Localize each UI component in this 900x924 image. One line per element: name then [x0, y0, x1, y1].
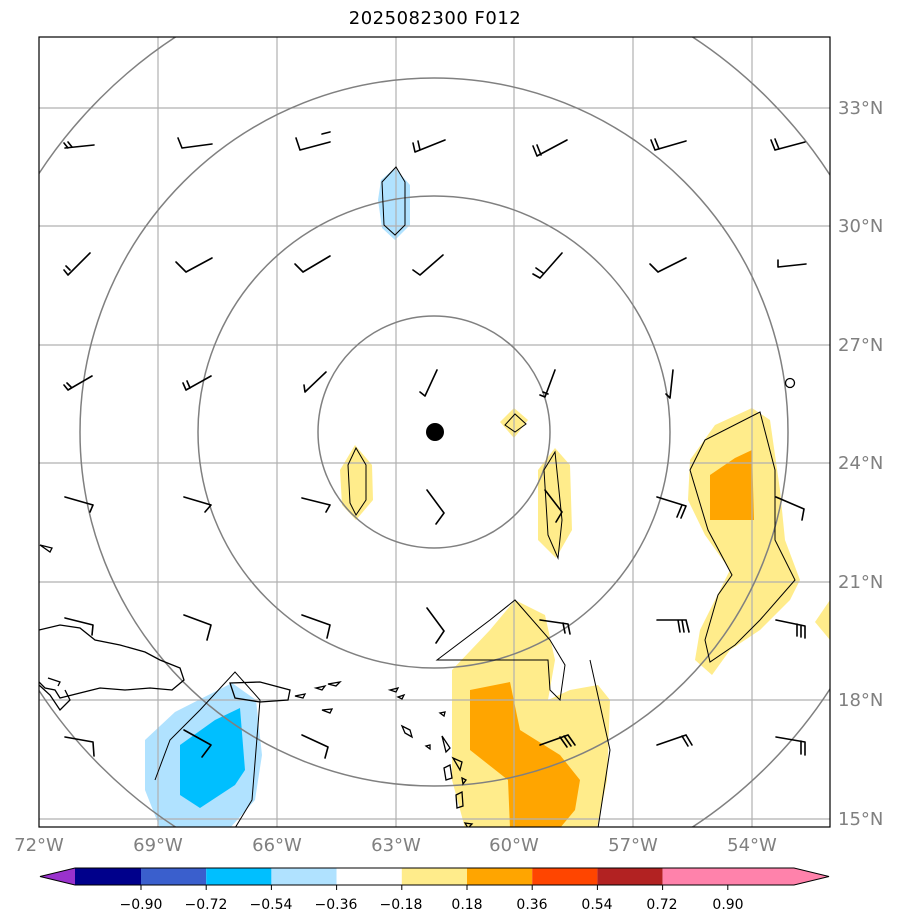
colorbar-outline [39, 867, 830, 886]
colorbar-segment [401, 868, 467, 885]
wind-barb [775, 736, 806, 756]
wind-barb [539, 619, 571, 635]
wind-barb [656, 734, 693, 747]
wind-barb [183, 496, 212, 513]
wind-barb [183, 614, 212, 641]
lat-label: 27°N [838, 335, 883, 356]
wind-barb [301, 734, 329, 759]
lon-label: 60°W [489, 835, 539, 856]
lat-label: 18°N [838, 690, 883, 711]
wind-barb [63, 375, 93, 391]
wind-barb [64, 736, 95, 757]
colorbar-extend-low [40, 868, 75, 885]
wind-barb [63, 252, 91, 276]
wind-barb [656, 619, 690, 633]
wind-barb [183, 729, 212, 758]
wind-barb [426, 489, 445, 525]
wind-barb [301, 497, 331, 513]
range-rings [39, 37, 830, 827]
coastlines [39, 544, 474, 827]
wind-barb [295, 131, 331, 151]
contour-fill-positive-right-inner [710, 450, 754, 520]
colorbar-tick-label: −0.36 [315, 897, 358, 913]
latitude-labels: 33°N 30°N 27°N 24°N 21°N 18°N 15°N [838, 98, 883, 830]
contour-fill-positive-small-b [340, 445, 373, 520]
colorbar-extend-high [794, 868, 829, 885]
colorbar-segment [662, 868, 794, 885]
colorbar-segment [271, 868, 337, 885]
colorbar [39, 867, 830, 890]
wind-barb [294, 255, 331, 273]
wind-barb [775, 619, 806, 639]
colorbar-segment [141, 868, 207, 885]
lat-label: 30°N [838, 216, 883, 237]
colorbar-segment [532, 868, 598, 885]
colorbar-segment [597, 868, 663, 885]
colorbar-segment [75, 868, 141, 885]
plot-frame [38, 36, 831, 828]
anomaly-fills [145, 168, 830, 827]
wind-barb [412, 139, 446, 153]
lon-label: 54°W [727, 835, 777, 856]
wind-barb [532, 139, 568, 157]
contour-fill-positive-right-tip [815, 600, 830, 640]
colorbar-segment [336, 868, 402, 885]
wind-barb [539, 369, 556, 398]
wind-barb [301, 614, 331, 639]
wind-barb [426, 607, 445, 644]
wind-barb [649, 257, 687, 273]
colorbar-segment [467, 868, 533, 885]
colorbar-tick-label: 0.36 [516, 897, 547, 913]
colorbar-ticks: −0.90 −0.72 −0.54 −0.36 −0.18 0.18 0.36 … [120, 897, 744, 913]
lat-label: 15°N [838, 809, 883, 830]
wind-barb [63, 141, 95, 149]
colorbar-segment [206, 868, 272, 885]
colorbar-tick-label: −0.18 [380, 897, 423, 913]
wind-barb [775, 496, 805, 521]
wind-barb [64, 617, 94, 636]
wind-barb [650, 138, 687, 151]
lon-label: 63°W [371, 835, 421, 856]
lon-label: 72°W [14, 835, 64, 856]
wind-barb [532, 252, 563, 279]
wind-barb [412, 254, 444, 276]
colorbar-tick-label: 0.54 [581, 897, 612, 913]
lon-label: 69°W [133, 835, 183, 856]
wind-barb [656, 496, 687, 519]
colorbar-tick-label: −0.90 [120, 897, 163, 913]
wind-barb [777, 259, 807, 268]
wind-barb [544, 489, 563, 523]
wind-barb [539, 734, 576, 748]
contour-lines [154, 166, 796, 827]
wind-barb [770, 138, 806, 151]
wind-barb [665, 369, 674, 399]
colorbar-tick-label: 0.90 [712, 897, 743, 913]
contour-fill-negative-small [378, 168, 410, 240]
colorbar-tick-label: 0.72 [646, 897, 677, 913]
colorbar-tick-label: −0.72 [185, 897, 228, 913]
colorbar-tick-label: 0.18 [451, 897, 482, 913]
wind-barb [182, 375, 212, 391]
wind-barb [419, 369, 438, 397]
lon-label: 66°W [252, 835, 302, 856]
wind-barb [177, 137, 213, 149]
wind-barb [64, 496, 94, 513]
wind-barb [175, 257, 213, 273]
wind-barbs [63, 131, 807, 759]
lat-label: 21°N [838, 572, 883, 593]
wind-barb [303, 371, 327, 393]
island-outline [784, 377, 796, 389]
contour-fill-positive-bottom-inner [470, 682, 580, 827]
contour-fill-negative-inner [180, 708, 245, 808]
storm-center-marker [426, 423, 444, 441]
contour-fill-positive-right [688, 408, 800, 675]
graticule [39, 37, 830, 827]
lat-label: 24°N [838, 453, 883, 474]
colorbar-tick-label: −0.54 [250, 897, 293, 913]
lon-label: 57°W [608, 835, 658, 856]
plot-title: 2025082300 F012 [348, 8, 522, 29]
longitude-labels: 72°W 69°W 66°W 63°W 60°W 57°W 54°W [14, 835, 777, 856]
lat-label: 33°N [838, 98, 883, 119]
